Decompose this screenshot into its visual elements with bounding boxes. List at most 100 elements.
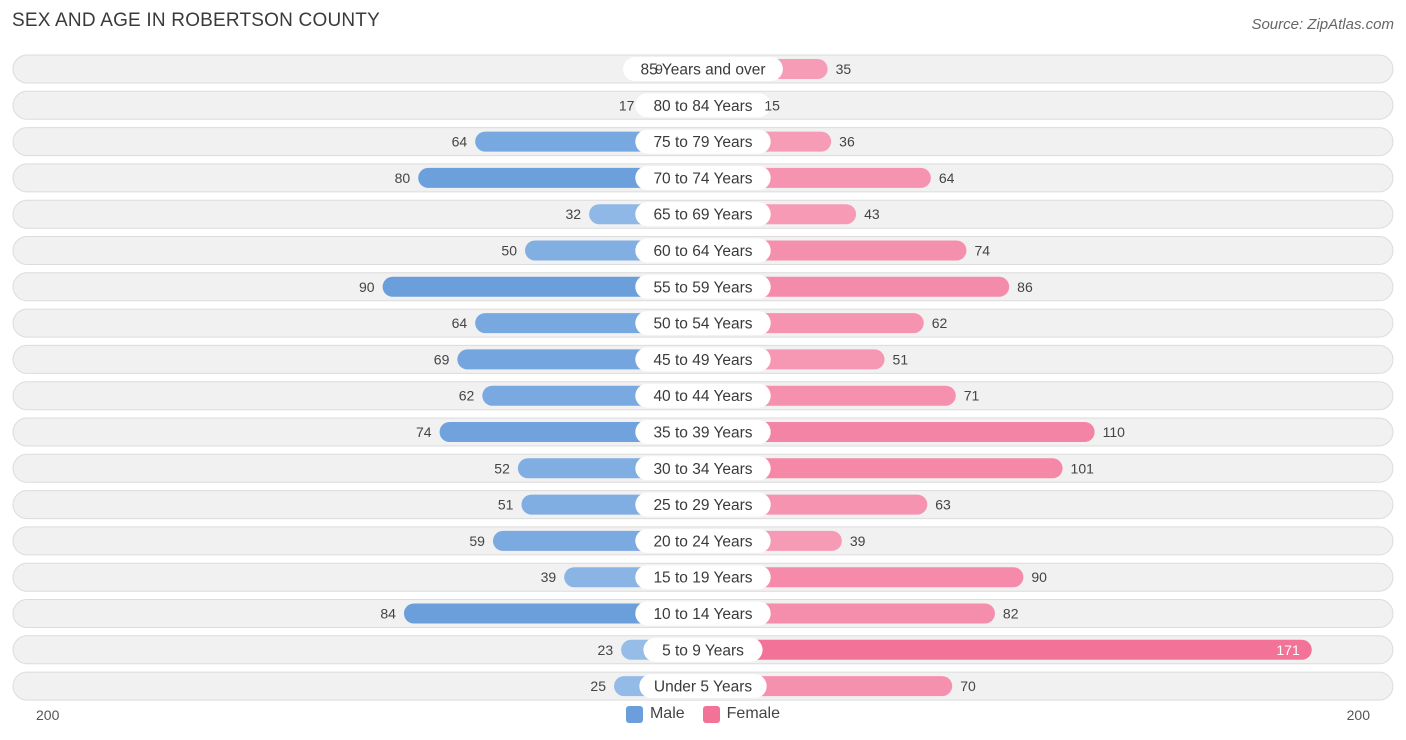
male-value-label: 52 (494, 460, 510, 476)
chart-row: 55 to 59 Years 90 86 (12, 272, 1394, 302)
male-value-label: 59 (469, 533, 485, 549)
source-note: Source: ZipAtlas.com (1251, 16, 1394, 33)
male-value-label: 64 (452, 315, 468, 331)
male-value-label: 74 (416, 424, 432, 440)
female-value-label: 64 (939, 170, 955, 186)
category-label: 5 to 9 Years (662, 642, 744, 659)
female-value-label: 39 (850, 533, 866, 549)
category-label: 55 to 59 Years (653, 279, 752, 296)
chart-row: 80 to 84 Years 17 15 (12, 90, 1394, 120)
female-bar[interactable] (703, 603, 995, 624)
female-value-label: 51 (893, 351, 909, 367)
chart-title: SEX AND AGE IN ROBERTSON COUNTY (12, 10, 380, 31)
chart-row: 40 to 44 Years 62 71 (12, 381, 1394, 411)
category-pill (635, 565, 771, 590)
chart-row: 60 to 64 Years 50 74 (12, 236, 1394, 265)
category-label: 40 to 44 Years (653, 388, 752, 405)
legend-item-female[interactable]: Female (702, 705, 780, 723)
female-value-label: 35 (836, 61, 852, 77)
category-label: 20 to 24 Years (653, 533, 752, 550)
male-bar[interactable] (418, 167, 703, 188)
category-pill (635, 311, 771, 336)
category-pill (635, 528, 771, 553)
legend: Male Female (0, 705, 1406, 723)
category-pill (635, 202, 771, 227)
chart-row: 70 to 74 Years 80 64 (12, 163, 1394, 193)
male-value-label: 25 (590, 678, 606, 694)
female-value-label: 71 (964, 388, 980, 404)
category-pill (635, 274, 771, 299)
chart-row: 45 to 49 Years 69 51 (12, 344, 1394, 374)
category-label: 45 to 49 Years (653, 352, 752, 369)
category-label: Under 5 Years (654, 679, 752, 696)
female-value-label: 63 (935, 497, 951, 513)
category-label: 15 to 19 Years (653, 570, 752, 587)
female-value-label: 101 (1071, 460, 1095, 476)
female-value-label: 36 (839, 134, 855, 150)
female-value-label: 74 (974, 243, 990, 259)
category-pill (635, 601, 771, 626)
male-value-label: 17 (619, 97, 635, 113)
legend-item-male[interactable]: Male (625, 705, 685, 723)
chart-row: 20 to 24 Years 59 39 (12, 526, 1394, 556)
chart-row: 5 to 9 Years 23 171 (12, 635, 1394, 665)
female-value-label: 62 (932, 315, 948, 331)
category-pill (635, 347, 771, 372)
male-value-label: 9 (655, 61, 663, 77)
legend-male-label: Male (649, 705, 685, 722)
chart-row: 10 to 14 Years 84 82 (12, 599, 1394, 628)
male-value-label: 64 (452, 134, 468, 150)
axis-right-label: 200 (1346, 707, 1370, 723)
category-pill (635, 383, 771, 408)
female-swatch-icon (702, 705, 720, 723)
female-bar[interactable] (703, 567, 1024, 588)
chart-row: 30 to 34 Years 52 101 (12, 453, 1394, 483)
female-value-label: 70 (960, 678, 976, 694)
category-pill (635, 456, 771, 481)
male-value-label: 84 (380, 606, 396, 622)
category-label: 50 to 54 Years (653, 316, 752, 333)
chart-row: Under 5 Years 25 70 (12, 671, 1394, 701)
chart-row: 35 to 39 Years 74 110 (12, 417, 1394, 447)
male-swatch-icon (625, 705, 643, 723)
female-value-label: 82 (1003, 606, 1019, 622)
category-label: 80 to 84 Years (653, 98, 752, 115)
category-label: 60 to 64 Years (653, 243, 752, 260)
chart-row: 50 to 54 Years 64 62 (12, 308, 1394, 338)
category-pill (623, 57, 783, 81)
axis-left-label: 200 (36, 707, 60, 723)
male-value-label: 39 (541, 569, 557, 585)
female-bar[interactable] (703, 276, 1010, 297)
male-value-label: 50 (501, 243, 517, 259)
female-value-label: 15 (764, 97, 780, 113)
female-value-label: 86 (1017, 279, 1033, 295)
female-bar[interactable] (703, 639, 1312, 660)
category-pill (635, 238, 771, 263)
male-bar[interactable] (403, 603, 703, 624)
category-pill (635, 129, 771, 154)
male-value-label: 51 (498, 497, 514, 513)
male-value-label: 32 (566, 206, 582, 222)
category-label: 25 to 29 Years (653, 497, 752, 514)
category-pill (635, 165, 771, 190)
category-label: 75 to 79 Years (653, 134, 752, 151)
category-pill (635, 93, 771, 118)
category-pill (635, 492, 771, 517)
chart-row: 25 to 29 Years 51 63 (12, 490, 1394, 520)
male-value-label: 23 (598, 642, 614, 658)
female-value-label: 171 (1276, 642, 1300, 658)
female-value-label: 43 (864, 206, 880, 222)
category-label: 85 Years and over (641, 62, 766, 79)
chart-row: 15 to 19 Years 39 90 (12, 562, 1394, 592)
category-pill (639, 674, 767, 699)
category-pill (635, 420, 771, 444)
male-value-label: 80 (395, 170, 411, 186)
category-label: 65 to 69 Years (653, 207, 752, 224)
category-pill (643, 637, 763, 662)
category-label: 30 to 34 Years (653, 461, 752, 478)
female-bar[interactable] (703, 422, 1095, 442)
male-bar[interactable] (382, 276, 703, 297)
female-bar[interactable] (703, 458, 1063, 479)
